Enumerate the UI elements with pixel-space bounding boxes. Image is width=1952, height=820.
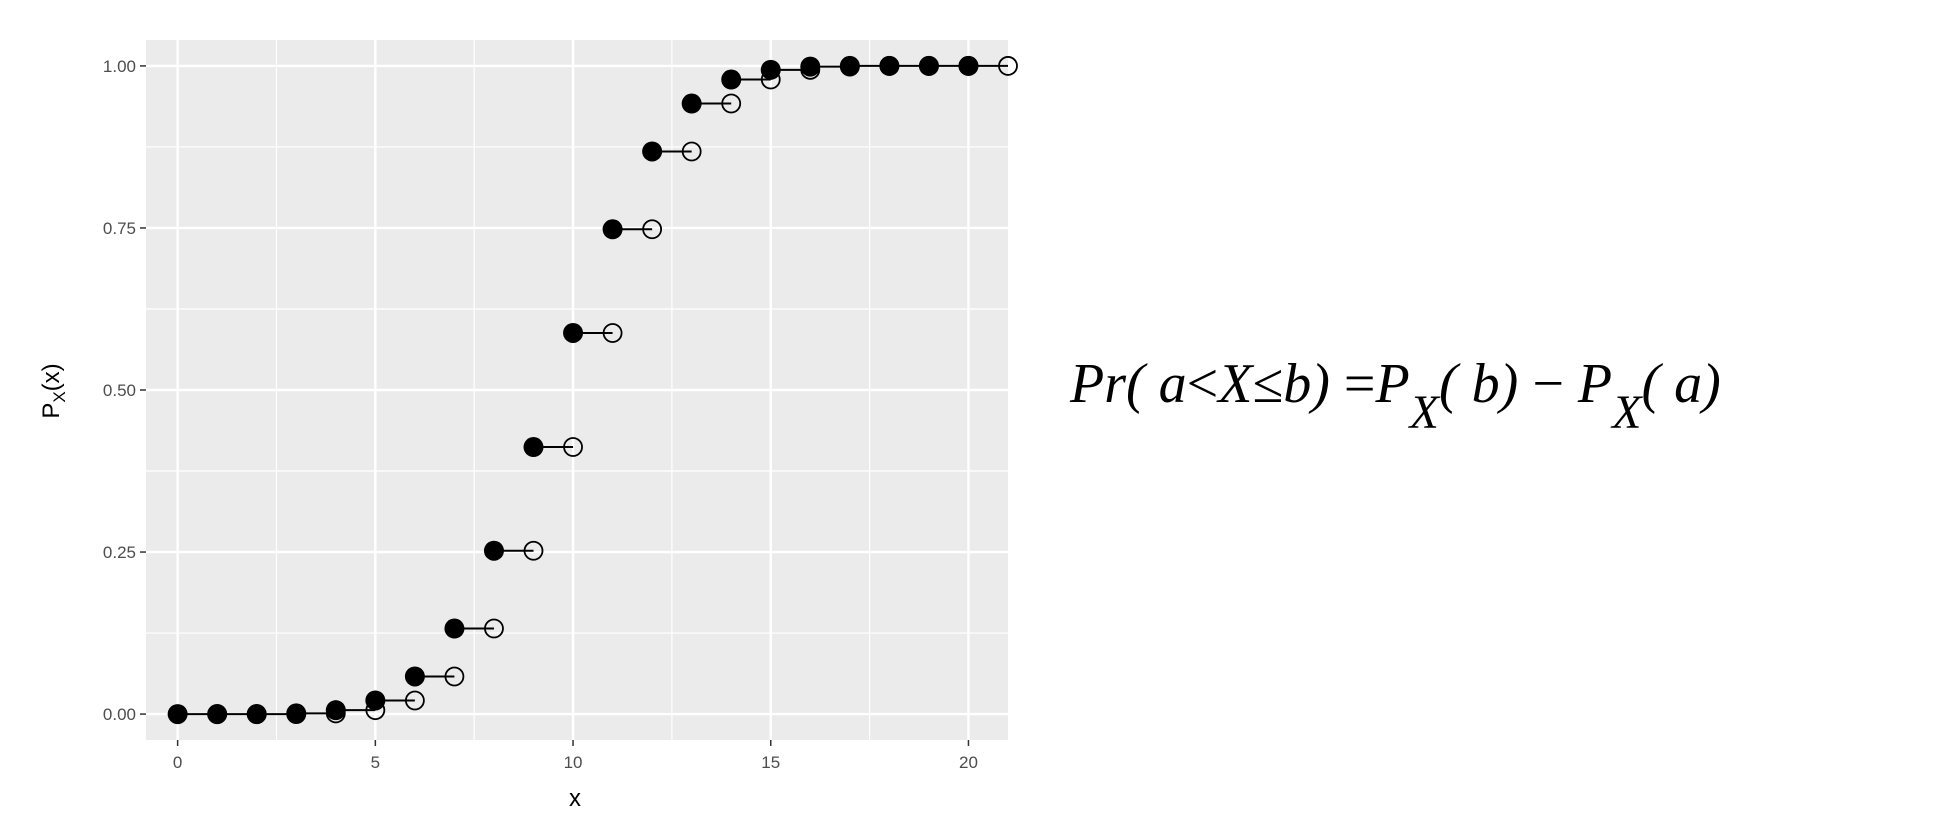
open-point xyxy=(721,93,742,114)
x-axis-ticks: 0 5 10 15 20 xyxy=(173,740,978,772)
formula-less-than: < xyxy=(1186,353,1219,415)
formula-b-2: b xyxy=(1471,353,1500,415)
closed-point xyxy=(404,666,425,687)
formula-a-2: a xyxy=(1674,353,1703,415)
x-axis-title: x xyxy=(569,785,581,812)
open-point xyxy=(484,618,504,639)
formula-open-paren-3: ( xyxy=(1641,353,1661,415)
closed-point xyxy=(325,700,346,721)
y-tick-label: 1.00 xyxy=(103,57,136,76)
x-tick-label: 5 xyxy=(371,753,380,772)
closed-point xyxy=(167,704,188,725)
open-point xyxy=(602,323,623,343)
y-axis-title: PX(x) xyxy=(38,363,69,418)
formula-open-paren-2: ( xyxy=(1439,353,1458,415)
y-axis-title-arg: (x) xyxy=(38,363,65,391)
formula-less-equal: ≤ xyxy=(1252,353,1284,415)
formula-b: b xyxy=(1283,353,1312,415)
open-point xyxy=(404,690,425,711)
formula-pr: Pr xyxy=(1070,353,1126,415)
x-tick-label: 15 xyxy=(761,753,780,772)
closed-point xyxy=(879,55,900,76)
closed-point xyxy=(681,93,702,114)
formula-a: a xyxy=(1158,353,1187,415)
x-tick-label: 0 xyxy=(173,753,182,772)
formula-P-second: P xyxy=(1577,353,1613,415)
probability-formula: Pr( a<X≤b) =PX( b) − PX( a) xyxy=(1070,334,1940,439)
open-point xyxy=(563,437,583,457)
closed-point xyxy=(721,69,742,90)
closed-point xyxy=(483,540,504,561)
major-gridlines xyxy=(146,40,1008,740)
open-point xyxy=(642,219,663,240)
closed-point xyxy=(207,704,228,725)
closed-point xyxy=(958,55,979,76)
formula-X: X xyxy=(1218,353,1253,415)
closed-point xyxy=(642,141,663,162)
closed-point xyxy=(523,437,544,458)
y-axis-title-sub: X xyxy=(50,391,69,402)
formula-subscript-first: X xyxy=(1409,386,1439,439)
open-point xyxy=(523,540,544,561)
formula-close-paren-2: ) xyxy=(1499,353,1519,415)
closed-point xyxy=(444,618,465,639)
formula-minus: − xyxy=(1532,353,1564,415)
closed-point xyxy=(365,690,386,711)
y-axis-ticks: 0.00 0.25 0.50 0.75 1.00 xyxy=(103,57,146,724)
formula-open-paren: ( xyxy=(1126,353,1145,415)
x-tick-label: 10 xyxy=(564,753,583,772)
closed-point xyxy=(800,56,821,77)
open-point xyxy=(681,141,702,162)
formula-close-paren: ) xyxy=(1311,353,1330,415)
closed-point xyxy=(286,703,307,724)
y-tick-label: 0.75 xyxy=(103,219,136,238)
closed-point xyxy=(918,55,939,76)
x-tick-label: 20 xyxy=(959,753,978,772)
y-tick-label: 0.50 xyxy=(103,381,136,400)
formula-close-paren-3: ) xyxy=(1702,353,1721,415)
closed-points xyxy=(167,55,979,725)
closed-point xyxy=(246,704,267,725)
y-tick-label: 0.25 xyxy=(103,543,136,562)
formula-P-first: P xyxy=(1375,353,1410,415)
closed-point xyxy=(563,322,584,343)
y-tick-label: 0.00 xyxy=(103,705,136,724)
closed-point xyxy=(839,55,860,76)
closed-point xyxy=(760,59,781,80)
open-point xyxy=(444,666,465,687)
y-axis-title-main: P xyxy=(38,403,65,419)
closed-point xyxy=(602,219,623,240)
open-point xyxy=(998,56,1018,76)
formula-subscript-second: X xyxy=(1612,386,1642,439)
cdf-step-chart: 0 5 10 15 20 0.00 0.25 0.50 0.75 1.00 x PX(x) xyxy=(38,40,1018,812)
formula-equals: = xyxy=(1343,353,1376,415)
